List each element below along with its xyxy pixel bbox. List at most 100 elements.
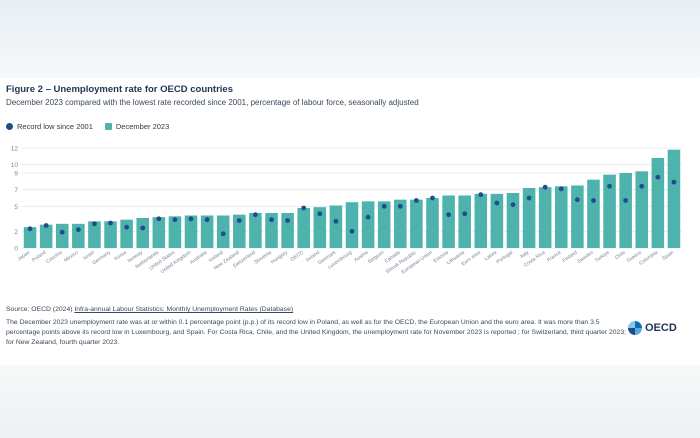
record-low-dot — [526, 195, 532, 201]
x-tick-label: Japan — [17, 250, 32, 263]
record-low-dot — [462, 211, 468, 217]
record-low-dot — [204, 217, 210, 223]
bar — [538, 187, 552, 248]
bar — [426, 198, 439, 248]
x-tick-label: France — [546, 250, 562, 264]
bar — [265, 213, 278, 248]
y-tick-label: 7 — [14, 187, 18, 194]
bar — [571, 185, 584, 248]
bar — [410, 199, 423, 248]
record-low-dot — [236, 218, 242, 223]
bar — [587, 179, 600, 248]
x-tick-label: Colombia — [638, 250, 659, 267]
bar — [200, 215, 214, 248]
bar — [168, 216, 182, 248]
y-tick-label: 9 — [14, 171, 18, 178]
x-tick-label: Hungary — [270, 249, 289, 265]
x-tick-label: Portugal — [495, 250, 514, 266]
legend-item-december-2023[interactable]: December 2023 — [104, 122, 169, 131]
x-tick-label: Mexico — [63, 250, 80, 264]
oecd-logo[interactable]: OECD — [628, 321, 677, 335]
bar — [329, 205, 343, 248]
figure-note: The December 2023 unemployment rate was … — [6, 319, 626, 346]
bar — [233, 214, 246, 248]
x-tick-label: Turkiye — [594, 250, 611, 264]
record-low-dot — [317, 211, 323, 217]
record-low-dot — [542, 184, 548, 190]
bar — [442, 195, 455, 248]
record-low-dot — [623, 198, 629, 203]
y-tick-label: 5 — [14, 204, 18, 211]
record-low-dot — [269, 217, 274, 223]
record-low-dot — [172, 217, 178, 223]
legend-label-record-low: Record low since 2001 — [17, 122, 93, 131]
record-low-dot — [59, 229, 65, 235]
source-prefix: Source: OECD (2024) — [6, 306, 75, 313]
source-line: Source: OECD (2024) Infra-annual Labour … — [6, 306, 293, 313]
bar — [377, 201, 391, 248]
record-low-dot — [381, 203, 387, 209]
record-low-dot — [591, 198, 596, 203]
x-tick-label: Germany — [91, 249, 112, 266]
record-low-dot — [124, 224, 130, 230]
bar — [361, 201, 375, 248]
bar — [522, 188, 536, 248]
record-low-dot — [108, 220, 113, 226]
oecd-logo-text: OECD — [645, 322, 677, 334]
bar — [120, 219, 133, 248]
record-low-dot — [397, 203, 403, 209]
figure-subtitle: December 2023 compared with the lowest r… — [6, 98, 419, 107]
record-low-dot — [27, 226, 33, 232]
bar — [72, 223, 85, 248]
record-low-dot — [140, 225, 146, 231]
legend-swatch-record-low — [6, 123, 13, 130]
record-low-dot — [156, 216, 162, 222]
bar — [55, 223, 69, 248]
record-low-dot — [639, 183, 645, 189]
bar — [619, 173, 632, 248]
legend-item-record-low[interactable]: Record low since 2001 — [6, 122, 93, 131]
oecd-globe-icon — [628, 321, 642, 335]
y-tick-label: 12 — [11, 146, 19, 153]
x-tick-label: Israel — [82, 250, 95, 262]
bar — [23, 227, 37, 248]
background-bottom — [0, 365, 700, 438]
bar — [281, 213, 294, 248]
x-tick-label: Australia — [189, 250, 209, 266]
record-low-dot — [92, 221, 97, 227]
bar — [345, 202, 359, 248]
bar — [152, 217, 166, 248]
bar — [394, 199, 407, 248]
x-tick-label: Slovenia — [254, 250, 273, 266]
record-low-dot — [494, 200, 500, 206]
record-low-dot — [43, 223, 49, 228]
source-link[interactable]: Infra-annual Labour Statistics: Monthly … — [74, 306, 294, 313]
background-top — [0, 0, 700, 78]
x-tick-label: Czechia — [45, 250, 63, 265]
bar — [651, 158, 665, 248]
record-low-dot — [446, 212, 451, 218]
record-low-dot — [285, 218, 291, 223]
x-tick-label: Italy — [519, 249, 530, 259]
record-low-dot — [188, 216, 194, 222]
bar — [506, 193, 520, 248]
bar — [136, 218, 150, 248]
bar — [635, 171, 649, 248]
record-low-dot — [333, 218, 339, 224]
bar — [490, 193, 504, 248]
bar — [88, 221, 101, 248]
figure-panel: Figure 2 – Unemployment rate for OECD co… — [0, 78, 700, 365]
x-tick-label: OECD — [290, 250, 306, 263]
record-low-dot — [75, 227, 81, 233]
record-low-dot — [365, 214, 371, 220]
y-tick-label: 0 — [14, 246, 18, 253]
bar — [184, 215, 198, 248]
record-low-dot — [430, 195, 435, 201]
bar — [667, 149, 681, 248]
x-tick-label: Chile — [614, 250, 627, 262]
figure-title: Figure 2 – Unemployment rate for OECD co… — [6, 84, 233, 95]
record-low-dot — [253, 212, 258, 218]
x-tick-label: Belgium — [367, 250, 385, 265]
bar — [458, 195, 471, 248]
